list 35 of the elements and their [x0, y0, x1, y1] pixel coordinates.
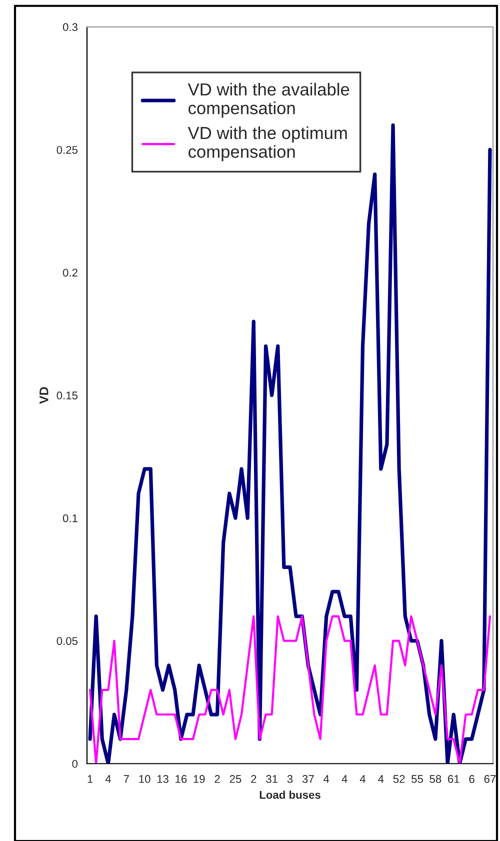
y-tick-label: 0.15 [56, 392, 78, 400]
y-tick-label: 0.3 [62, 23, 78, 32]
legend-label: VD with the available compensation [188, 82, 350, 118]
y-tick-label: 0 [72, 760, 78, 768]
x-tick-label: 31 [266, 775, 278, 783]
x-tick-label: 67 [484, 775, 496, 783]
y-tick-label: 0.05 [56, 637, 78, 645]
y-tick-label: 0.2 [62, 268, 78, 277]
x-tick-label: 16 [176, 775, 187, 783]
legend-label: VD with the optimum compensation [188, 126, 347, 162]
x-tick-label: 4 [378, 775, 384, 783]
x-tick-label: 4 [342, 775, 348, 783]
x-tick-label: 52 [393, 775, 405, 783]
y-axis-title: VD [40, 387, 48, 404]
x-tick-label: 58 [430, 775, 442, 783]
x-tick-label: 1 [88, 775, 93, 783]
x-tick-label: 4 [360, 775, 366, 783]
x-tick-label: 61 [448, 775, 460, 783]
x-tick-label: 3 [287, 775, 293, 783]
x-tick-label: 6 [469, 775, 474, 783]
x-tick-label: 2 [251, 775, 256, 783]
x-axis-title: Load buses [260, 790, 320, 799]
x-tick-label: 4 [105, 775, 111, 783]
x-tick-label: 13 [157, 775, 168, 783]
y-tick-label: 0.1 [62, 514, 78, 522]
x-tick-label: 19 [194, 775, 205, 783]
x-tick-label: 7 [124, 775, 129, 783]
x-tick-label: 25 [230, 775, 242, 783]
y-tick-label: 0.25 [56, 146, 78, 154]
x-tick-label: 55 [412, 775, 423, 783]
x-tick-label: 10 [139, 775, 150, 783]
line-series [88, 615, 492, 764]
x-tick-label: 4 [324, 775, 330, 783]
x-tick-label: 37 [302, 775, 314, 783]
x-tick-label: 2 [214, 775, 220, 783]
